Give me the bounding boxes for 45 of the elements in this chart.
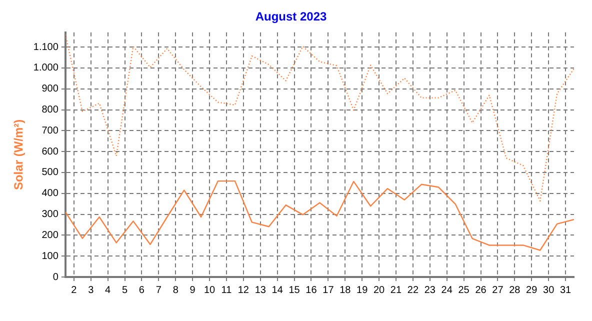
x-tick-label: 10: [204, 284, 216, 296]
y-tick-label: 300: [42, 209, 59, 220]
x-tick-label: 9: [190, 284, 196, 296]
y-axis-title: Solar (W/m²): [12, 119, 26, 190]
x-tick-label: 14: [272, 284, 284, 296]
y-tick-label: 500: [42, 167, 59, 178]
x-tick-label: 17: [322, 284, 334, 296]
x-tick-label: 3: [88, 284, 94, 296]
x-tick-label: 7: [156, 284, 162, 296]
x-tick-label: 5: [122, 284, 128, 296]
x-tick-label: 19: [356, 284, 368, 296]
y-tick-label: 0: [52, 272, 59, 283]
x-tick-label: 25: [458, 284, 470, 296]
x-tick-label: 18: [340, 284, 352, 296]
x-tick-label: 31: [560, 284, 572, 296]
y-tick-label: 100: [42, 250, 59, 262]
x-tick-label: 28: [509, 284, 521, 296]
y-tick-label: 700: [42, 125, 59, 136]
y-tick-label: 800: [42, 104, 59, 116]
chart-title: August 2023: [255, 10, 327, 24]
y-tick-label: 200: [42, 230, 59, 241]
x-tick-label: 16: [306, 284, 318, 296]
x-tick-label: 22: [407, 284, 419, 296]
x-tick-label: 23: [424, 284, 436, 296]
y-tick-label: 600: [42, 146, 59, 158]
x-tick-label: 11: [221, 284, 232, 296]
x-tick-label: 8: [172, 284, 179, 296]
y-tick-label: 900: [42, 84, 59, 95]
line-series: [65, 34, 574, 202]
x-tick-label: 4: [105, 284, 112, 296]
x-tick-label: 15: [288, 284, 300, 296]
x-tick-label: 12: [238, 284, 250, 296]
x-tick-label: 24: [441, 284, 453, 296]
x-tick-label: 2: [71, 284, 78, 296]
y-tick-label: 400: [42, 188, 59, 200]
x-tick-label: 27: [492, 284, 504, 296]
x-tick-label: 21: [390, 284, 402, 296]
y-tick-label: 1.000: [33, 62, 59, 74]
x-tick-label: 29: [526, 284, 538, 296]
x-tick-label: 20: [373, 284, 386, 296]
x-tick-label: 26: [475, 284, 487, 296]
x-tick-label: 30: [543, 284, 555, 296]
x-tick-label: 6: [138, 284, 145, 296]
y-tick-label: 1.100: [33, 42, 59, 53]
x-tick-label: 13: [254, 284, 266, 296]
